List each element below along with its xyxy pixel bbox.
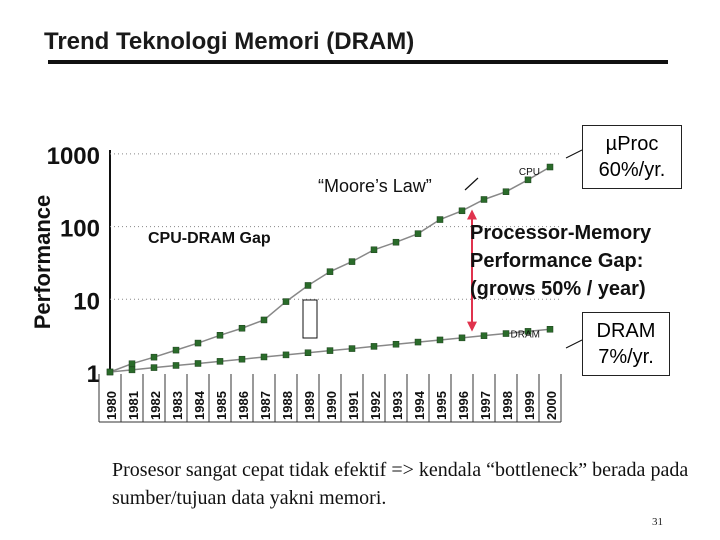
cpu-data-point	[150, 353, 158, 361]
x-tick-label: 1993	[390, 391, 405, 420]
gap-title-box: Processor-Memory Performance Gap: (grows…	[470, 219, 700, 311]
x-tick-label: 1989	[302, 391, 317, 420]
dram-data-point	[524, 328, 532, 335]
cpu-data-point	[546, 163, 554, 171]
cpu-data-point	[216, 332, 224, 339]
x-tick-label: 1996	[456, 391, 471, 420]
y-tick-label: 1000	[47, 143, 100, 170]
x-tick-label: 2000	[544, 391, 559, 420]
y-tick-label: 100	[60, 216, 100, 243]
moores-law-pointer	[464, 177, 479, 191]
cpu-data-point	[282, 298, 290, 305]
dram-data-point	[172, 362, 180, 369]
x-tick-label: 1981	[126, 391, 141, 420]
proc-rate-box: µProc 60%/yr.	[582, 125, 682, 189]
cpu-data-point	[238, 324, 246, 332]
dram-data-point	[458, 334, 466, 342]
dram-data-point	[414, 338, 422, 346]
cpu-data-point	[436, 216, 444, 223]
proc-rate-label: µProc 60%/yr.	[598, 133, 666, 181]
slide-title: Trend Teknologi Memori (DRAM)	[44, 28, 415, 55]
cpu-data-point	[524, 176, 532, 184]
dram-data-point	[106, 368, 114, 376]
cpu-data-point	[458, 207, 466, 215]
moores-law-label: “Moore’s Law”	[318, 176, 432, 196]
cpu-data-point	[414, 230, 422, 237]
dram-data-point	[128, 366, 136, 374]
gap-label: CPU-DRAM Gap	[148, 230, 271, 247]
dram-rate-box: DRAM 7%/yr.	[582, 312, 670, 376]
cpu-data-point	[260, 316, 268, 324]
dram-data-point	[304, 349, 312, 356]
cpu-data-point	[370, 246, 378, 254]
x-tick-label: 1998	[500, 391, 515, 420]
cpu-data-point	[326, 268, 334, 275]
dram-data-point	[480, 332, 488, 339]
dram-data-point	[238, 355, 246, 363]
dram-series-label: DRAM	[511, 329, 540, 340]
dram-data-point	[546, 326, 554, 333]
dram-data-point	[370, 343, 378, 350]
cpu-series-label: CPU	[519, 167, 540, 178]
dram-rate-label: DRAM 7%/yr.	[596, 320, 656, 368]
dram-data-point	[348, 345, 356, 352]
cpu-data-point	[348, 258, 356, 265]
x-tick-label: 1982	[148, 391, 163, 420]
gap-title-label: Processor-Memory Performance Gap: (grows…	[470, 222, 652, 300]
x-tick-label: 1997	[478, 391, 493, 420]
gap-arrow-head-down	[467, 321, 477, 332]
page-number: 31	[652, 516, 663, 528]
dram-data-point	[194, 360, 202, 367]
slide-caption: Prosesor sangat cepat tidak efektif => k…	[112, 459, 689, 509]
dram-data-point	[260, 353, 268, 361]
x-tick-label: 1986	[236, 391, 251, 420]
x-tick-label: 1980	[104, 391, 119, 420]
gap-arrow-head-up	[467, 209, 477, 220]
dram-data-point	[436, 336, 444, 344]
x-tick-label: 1992	[368, 391, 383, 420]
dram-data-point	[502, 330, 510, 337]
cpu-data-point	[128, 360, 136, 367]
title-underline	[48, 60, 668, 64]
cpu-data-point	[480, 196, 488, 203]
dram-data-point	[216, 358, 224, 365]
y-tick-label: 1	[87, 361, 100, 388]
dram-data-point	[326, 347, 334, 354]
x-tick-label: 1988	[280, 391, 295, 420]
cpu-data-point	[304, 282, 312, 289]
x-tick-label: 1987	[258, 391, 273, 420]
x-tick-label: 1985	[214, 391, 229, 420]
y-tick-label: 10	[73, 288, 100, 315]
x-tick-label: 1991	[346, 391, 361, 420]
x-tick-label: 1984	[192, 390, 207, 420]
x-tick-label: 1995	[434, 391, 449, 420]
cpu-data-point	[502, 188, 510, 195]
x-tick-label: 1990	[324, 391, 339, 420]
dram-data-point	[282, 351, 290, 359]
cpu-data-point	[172, 346, 180, 354]
dram-data-point	[150, 364, 158, 371]
x-tick-label: 1999	[522, 391, 537, 420]
dram-data-point	[392, 340, 400, 348]
x-tick-label: 1994	[412, 390, 427, 420]
proc-rate-connector	[565, 149, 583, 159]
x-tick-label: 1983	[170, 391, 185, 420]
gap-highlight-box	[302, 299, 318, 339]
y-axis-label: Performance	[30, 195, 55, 330]
cpu-data-point	[392, 238, 400, 246]
cpu-data-point	[194, 339, 202, 347]
dram-rate-connector	[565, 339, 583, 349]
